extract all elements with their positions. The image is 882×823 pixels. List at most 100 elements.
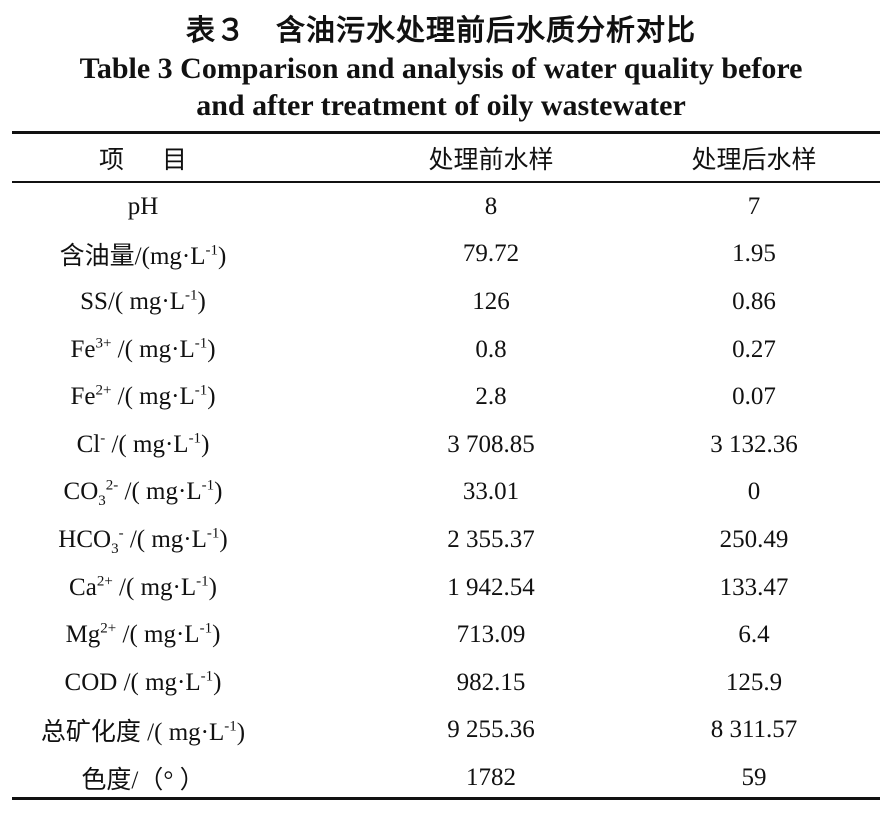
unit-exponent-superscript: -1 (194, 335, 208, 352)
ion-charge-superscript: 2+ (100, 620, 117, 637)
row-before-value: 8 (484, 192, 498, 220)
unit-exponent-superscript: -1 (201, 478, 215, 495)
table-row: HCO3- /( mg·L-1) 2 355.37 250.49 (12, 516, 880, 564)
row-before-value: 0.8 (475, 335, 507, 363)
unit-exponent-superscript: -1 (194, 382, 208, 399)
label-text: SS/( mg·L (80, 287, 186, 315)
ion-charge-superscript: 2+ (95, 382, 112, 399)
table-row: Cl- /( mg·L-1) 3 708.85 3 132.36 (12, 421, 880, 469)
label-unit-text: /( mg·L (116, 621, 200, 649)
row-after-value: 133.47 (719, 573, 789, 601)
label-close-paren: ) (213, 668, 222, 696)
ion-charge-superscript: 3+ (95, 335, 112, 352)
row-after-value: 7 (747, 192, 761, 220)
header-item: 项目 (12, 134, 404, 181)
table-title-english: Table 3 Comparison and analysis of water… (20, 50, 862, 124)
label-text: Ca (69, 573, 97, 601)
table-row: COD /( mg·L-1) 982.15 125.9 (12, 659, 880, 707)
table-header: 项目 处理前水样 处理后水样 (12, 134, 880, 181)
row-item-label: Cl- /( mg·L-1) (12, 421, 404, 469)
row-after-value: 125.9 (725, 668, 783, 696)
row-item-label: Fe3+ /( mg·L-1) (12, 326, 404, 374)
unit-exponent-superscript: -1 (199, 620, 213, 637)
label-text: HCO (58, 525, 112, 553)
label-text: Fe (70, 383, 96, 411)
unit-exponent-superscript: -1 (185, 287, 198, 304)
row-before-value: 79.72 (462, 240, 520, 268)
row-after-value: 0.27 (732, 335, 776, 363)
row-before-value: 2.8 (475, 383, 507, 411)
label-text: Mg (65, 621, 101, 649)
table-row: Mg2+ /( mg·L-1) 713.09 6.4 (12, 611, 880, 659)
row-after-value: 1.95 (732, 240, 776, 268)
ion-charge-superscript: - (118, 525, 124, 542)
row-after-value: 0.07 (732, 383, 776, 411)
table-title-english-line1: Table 3 Comparison and analysis of water… (79, 52, 803, 85)
row-after-value: 0.86 (732, 287, 776, 315)
label-close-paren: ) (218, 243, 227, 271)
label-close-paren: ) (207, 383, 216, 411)
table-row: SS/( mg·L-1) 126 0.86 (12, 278, 880, 326)
row-before-value: 126 (472, 287, 510, 315)
label-text: COD /( mg·L (64, 668, 201, 696)
label-text: 总矿化度 /( mg·L (40, 719, 225, 747)
unit-exponent-superscript: -1 (196, 573, 209, 590)
row-before-value: 1 942.54 (447, 573, 535, 601)
table-row: Ca2+ /( mg·L-1) 1 942.54 133.47 (12, 564, 880, 612)
row-before-value: 33.01 (462, 478, 520, 506)
table-title-english-line2: and after treatment of oily wastewater (196, 89, 686, 122)
row-before-value: 2 355.37 (447, 525, 535, 553)
table-row: pH 8 7 (12, 183, 880, 231)
row-after-value: 8 311.57 (710, 716, 798, 744)
label-close-paren: ) (236, 719, 246, 747)
label-close-paren: ) (212, 621, 221, 649)
label-unit-text: /( mg·L (111, 383, 195, 411)
table-top-rule (12, 131, 880, 134)
row-item-label: Mg2+ /( mg·L-1) (12, 611, 404, 659)
row-item-label: SS/( mg·L-1) (12, 278, 404, 326)
label-unit-text: /( mg·L (111, 335, 195, 363)
label-unit-text: /( mg·L (118, 478, 202, 506)
label-close-paren: ) (197, 287, 206, 315)
header-item-part2: 目 (162, 144, 188, 174)
row-item-label: HCO3- /( mg·L-1) (12, 516, 404, 564)
row-after-value: 59 (741, 763, 767, 791)
row-item-label: 含油量/(mg·L-1) (12, 231, 404, 279)
ion-charge-superscript: 2+ (96, 573, 113, 590)
ion-subscript: 3 (111, 540, 119, 557)
label-text: CO (63, 478, 99, 506)
row-after-value: 3 132.36 (710, 430, 798, 458)
label-close-paren: ) (219, 525, 228, 553)
row-before-value: 3 708.85 (447, 430, 535, 458)
label-close-paren: ) (214, 478, 223, 506)
table-title-chinese: 表３ 含油污水处理前后水质分析对比 (185, 13, 696, 47)
row-item-label: Fe2+ /( mg·L-1) (12, 373, 404, 421)
row-after-value: 250.49 (719, 525, 789, 553)
label-text: Cl (76, 430, 101, 458)
header-row: 项目 处理前水样 处理后水样 (12, 134, 880, 181)
table-bottom-rule (12, 797, 880, 800)
label-text: 含油量/(mg·L (59, 243, 206, 271)
label-text: 色度/（° ） (81, 766, 205, 794)
ion-charge-superscript: 2- (105, 478, 119, 495)
row-before-value: 713.09 (456, 621, 526, 649)
label-unit-text: /( mg·L (105, 430, 189, 458)
table-header-rule (12, 181, 880, 183)
row-before-value: 1782 (466, 763, 516, 791)
table-row: Fe2+ /( mg·L-1) 2.8 0.07 (12, 373, 880, 421)
row-item-label: 色度/（° ） (12, 754, 404, 802)
label-text: Fe (70, 335, 96, 363)
ion-subscript: 3 (98, 493, 106, 510)
row-before-value: 9 255.36 (447, 716, 535, 744)
row-item-label: Ca2+ /( mg·L-1) (12, 564, 404, 612)
unit-exponent-superscript: -1 (205, 243, 219, 260)
table-row: 含油量/(mg·L-1) 79.72 1.95 (12, 231, 880, 279)
table-row: CO32- /( mg·L-1) 33.01 0 (12, 469, 880, 517)
row-item-label: CO32- /( mg·L-1) (12, 469, 404, 517)
ion-charge-superscript: - (100, 430, 106, 447)
unit-exponent-superscript: -1 (200, 668, 214, 685)
row-item-label: pH (12, 183, 404, 231)
header-after: 处理后水样 (691, 144, 817, 174)
label-close-paren: ) (208, 573, 217, 601)
label-text: pH (127, 192, 159, 220)
